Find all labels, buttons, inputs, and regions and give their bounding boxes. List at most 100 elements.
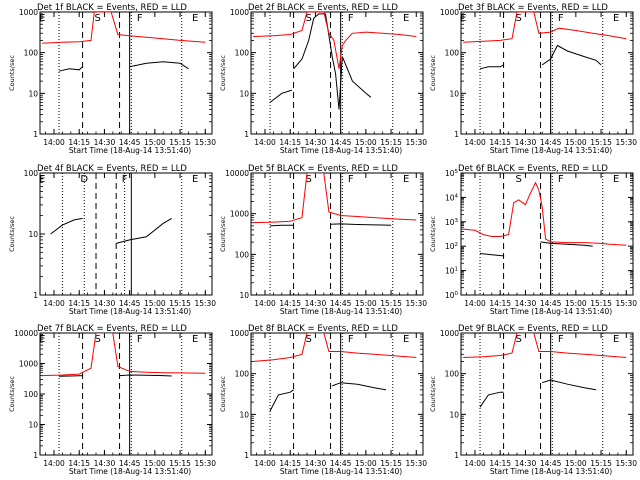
events-series-line xyxy=(330,223,392,226)
x-tick-label: 15:15 xyxy=(380,459,402,468)
y-tick-label: 101 xyxy=(445,267,458,276)
x-tick-label: 15:30 xyxy=(405,299,427,308)
event-marker-s: S xyxy=(95,13,101,24)
x-tick-label: 14:30 xyxy=(515,299,537,308)
x-tick-label: 14:15 xyxy=(68,459,90,468)
events-series-line xyxy=(479,64,504,70)
x-tick-label: 14:15 xyxy=(68,138,90,147)
x-tick-label: 15:00 xyxy=(355,299,377,308)
y-tick-label: 100 xyxy=(24,49,39,58)
x-tick-label: 15:15 xyxy=(380,299,402,308)
x-tick-label: 15:30 xyxy=(615,138,637,147)
x-axis-label: Start Time (18-Aug-14 13:51:40) xyxy=(280,146,402,155)
x-axis-label: Start Time (18-Aug-14 13:51:40) xyxy=(69,146,191,155)
events-series-line xyxy=(269,389,294,412)
series-group xyxy=(253,333,417,412)
x-tick-label: 14:15 xyxy=(279,138,301,147)
x-tick-label: 14:30 xyxy=(305,138,327,147)
plot-frame xyxy=(460,172,634,296)
panel-2: Det 2f BLACK = Events, RED = LLD 1 10 100 10… xyxy=(219,3,427,155)
panel-3: Det 3f BLACK = Events, RED = LLD 1 10 100 10… xyxy=(429,3,637,155)
x-tick-label: 15:00 xyxy=(565,459,587,468)
y-tick-label: 1 xyxy=(33,291,38,300)
x-tick-label: 15:30 xyxy=(405,138,427,147)
events-series-line xyxy=(332,382,387,391)
panel-title: Det 6f BLACK = Events, RED = LLD xyxy=(458,164,608,174)
panel-7: Det 7f BLACK = Events, RED = LLD 1 10 100 10… xyxy=(8,324,216,476)
x-tick-label: 14:00 xyxy=(464,459,486,468)
x-tick-label: 14:30 xyxy=(515,138,537,147)
x-tick-label: 14:30 xyxy=(305,459,327,468)
y-axis-label: Counts/sec xyxy=(8,376,16,412)
x-tick-label: 14:00 xyxy=(464,299,486,308)
event-marker-f: F xyxy=(558,334,564,345)
x-tick-label: 14:15 xyxy=(68,299,90,308)
plot-frame xyxy=(39,172,213,296)
panel-title: Det 5f BLACK = Events, RED = LLD xyxy=(248,164,398,174)
series-group xyxy=(42,333,206,377)
y-tick-label: 100 xyxy=(235,370,250,379)
event-marker-s: S xyxy=(306,334,312,345)
y-tick-label: 100 xyxy=(445,49,460,58)
x-tick-label: 15:30 xyxy=(615,299,637,308)
event-marker-f: F xyxy=(348,13,354,24)
y-tick-label: 1000 xyxy=(19,8,38,17)
x-tick-label: 14:15 xyxy=(489,459,511,468)
x-tick-label: 14:30 xyxy=(94,138,116,147)
event-marker-e: E xyxy=(39,174,45,185)
x-axis-label: Start Time (18-Aug-14 13:51:40) xyxy=(69,467,191,476)
x-tick-label: 14:15 xyxy=(489,299,511,308)
series-group xyxy=(50,217,172,244)
y-tick-label: 10 xyxy=(449,89,459,98)
y-tick-label: 1 xyxy=(33,451,38,460)
x-axis-label: Start Time (18-Aug-14 13:51:40) xyxy=(280,307,402,316)
panel-title: Det 9f BLACK = Events, RED = LLD xyxy=(458,324,608,334)
x-tick-label: 14:45 xyxy=(330,459,352,468)
y-axis-label: Counts/sec xyxy=(219,376,227,412)
y-tick-label: 1000 xyxy=(230,8,249,17)
events-series-line xyxy=(269,89,293,103)
event-marker-e: E xyxy=(403,174,409,185)
event-marker-s: S xyxy=(306,13,312,24)
y-tick-label: 10 xyxy=(239,89,249,98)
x-tick-label: 14:00 xyxy=(43,138,65,147)
events-series-line xyxy=(58,375,83,377)
x-tick-label: 15:15 xyxy=(590,299,612,308)
x-tick-label: 14:45 xyxy=(540,138,562,147)
y-tick-label: 10000 xyxy=(14,329,38,338)
series-group xyxy=(463,333,627,408)
series-group xyxy=(463,12,627,70)
x-tick-label: 15:00 xyxy=(144,138,166,147)
events-series-line xyxy=(541,44,602,66)
x-tick-label: 14:30 xyxy=(94,299,116,308)
y-tick-label: 100 xyxy=(235,49,250,58)
x-tick-label: 14:30 xyxy=(515,459,537,468)
x-tick-label: 15:15 xyxy=(590,459,612,468)
event-marker-e: E xyxy=(39,334,45,345)
y-tick-label: 100 xyxy=(445,370,460,379)
event-marker-e: E xyxy=(192,174,198,185)
series-group xyxy=(463,181,627,257)
x-tick-label: 14:00 xyxy=(254,299,276,308)
y-tick-label: 1000 xyxy=(440,329,459,338)
events-series-line xyxy=(116,217,172,244)
plot-frame xyxy=(250,332,424,456)
y-tick-label: 1000 xyxy=(19,360,38,369)
event-marker-f: F xyxy=(348,174,354,185)
lld-series-line xyxy=(463,333,627,358)
x-tick-label: 14:45 xyxy=(330,138,352,147)
x-axis-label: Start Time (18-Aug-14 13:51:40) xyxy=(490,307,612,316)
panel-title: Det 8f BLACK = Events, RED = LLD xyxy=(248,324,398,334)
plot-frame xyxy=(460,332,634,456)
panel-title: Det 3f BLACK = Events, RED = LLD xyxy=(458,3,608,13)
event-marker-s: S xyxy=(306,174,312,185)
x-tick-label: 14:45 xyxy=(330,299,352,308)
y-tick-label: 10000 xyxy=(225,169,249,178)
x-tick-label: 14:00 xyxy=(43,459,65,468)
events-series-line xyxy=(269,224,294,227)
y-tick-label: 1000 xyxy=(230,210,249,219)
y-tick-label: 1 xyxy=(33,130,38,139)
y-tick-label: 100 xyxy=(445,291,459,300)
y-axis-label: Counts/sec xyxy=(219,55,227,91)
series-group xyxy=(42,12,206,72)
